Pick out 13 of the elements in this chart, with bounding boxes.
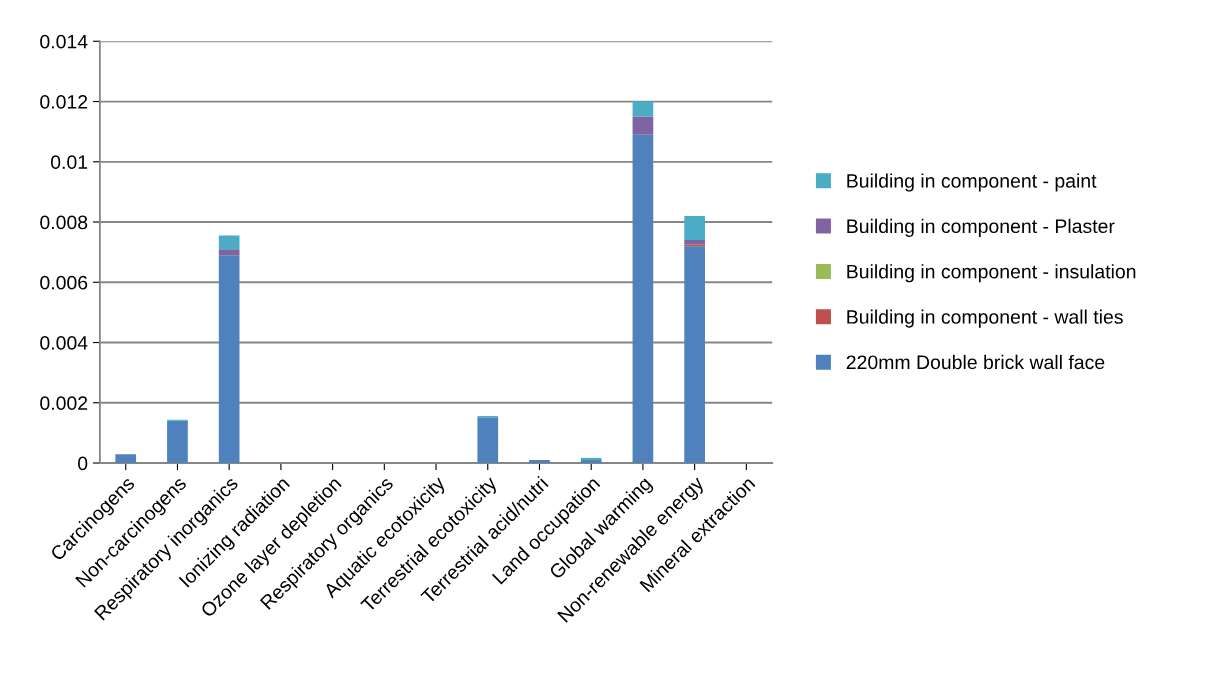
y-tick-label: 0.004 (40, 335, 88, 350)
legend-label: Building in component - insulation (847, 264, 1136, 283)
y-tick-label: 0.01 (50, 155, 88, 170)
legend-label: 220mm Double brick wall face (846, 354, 1105, 370)
y-tick-label: 0.006 (40, 275, 88, 290)
y-tick-label: 0.012 (40, 95, 88, 109)
y-tick-label: 0.008 (40, 215, 88, 230)
legend-label: Building in component - paint (847, 173, 1097, 192)
y-tick-label: 0.002 (40, 396, 88, 411)
y-tick-label: 0.014 (40, 34, 88, 49)
y-tick-label: 0 (78, 456, 88, 471)
legend-label: Building in component - Plaster (847, 218, 1115, 237)
legend-label: Building in component - wall ties (847, 309, 1123, 328)
